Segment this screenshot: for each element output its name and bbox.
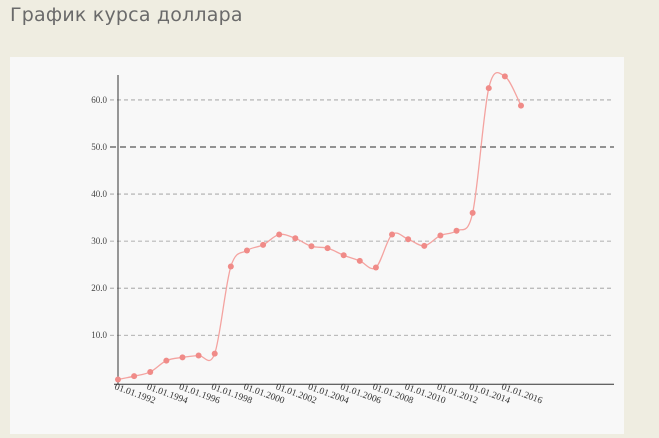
data-point [324, 245, 331, 252]
data-point [518, 102, 524, 109]
data-point [308, 243, 315, 250]
y-tick-label: 60.0 [91, 95, 107, 105]
data-point [147, 368, 154, 375]
line-chart: 10.020.030.040.050.060.001.01.199201.01.… [91, 72, 614, 407]
data-point [179, 354, 186, 361]
data-point [292, 235, 299, 242]
page-title: График курса доллара [10, 4, 243, 26]
y-tick-label: 50.0 [91, 142, 107, 152]
data-point [356, 257, 363, 264]
data-point [276, 231, 283, 238]
data-point [437, 232, 444, 239]
y-tick-label: 10.0 [91, 330, 107, 340]
chart-panel: 10.0 20.0 30.0 40.0 50.0 60.0 01.01.1992 01.01.… [10, 57, 624, 434]
data-point [421, 242, 428, 249]
data-point [211, 350, 218, 357]
y-tick-label: 20.0 [91, 283, 107, 293]
data-point [501, 73, 508, 80]
data-point [372, 264, 379, 271]
data-point [485, 85, 492, 92]
data-point [243, 247, 250, 254]
y-tick-label: 40.0 [91, 189, 107, 199]
data-point [115, 376, 121, 383]
data-point [389, 231, 396, 238]
data-point [469, 209, 476, 216]
data-point [131, 373, 138, 380]
data-point [405, 236, 412, 243]
series-line [117, 72, 522, 381]
data-point [163, 357, 170, 364]
data-point [195, 352, 202, 359]
data-point [260, 241, 267, 248]
y-tick-label: 30.0 [91, 236, 107, 246]
data-point [227, 263, 234, 270]
data-point [453, 227, 460, 234]
data-point [340, 252, 347, 259]
